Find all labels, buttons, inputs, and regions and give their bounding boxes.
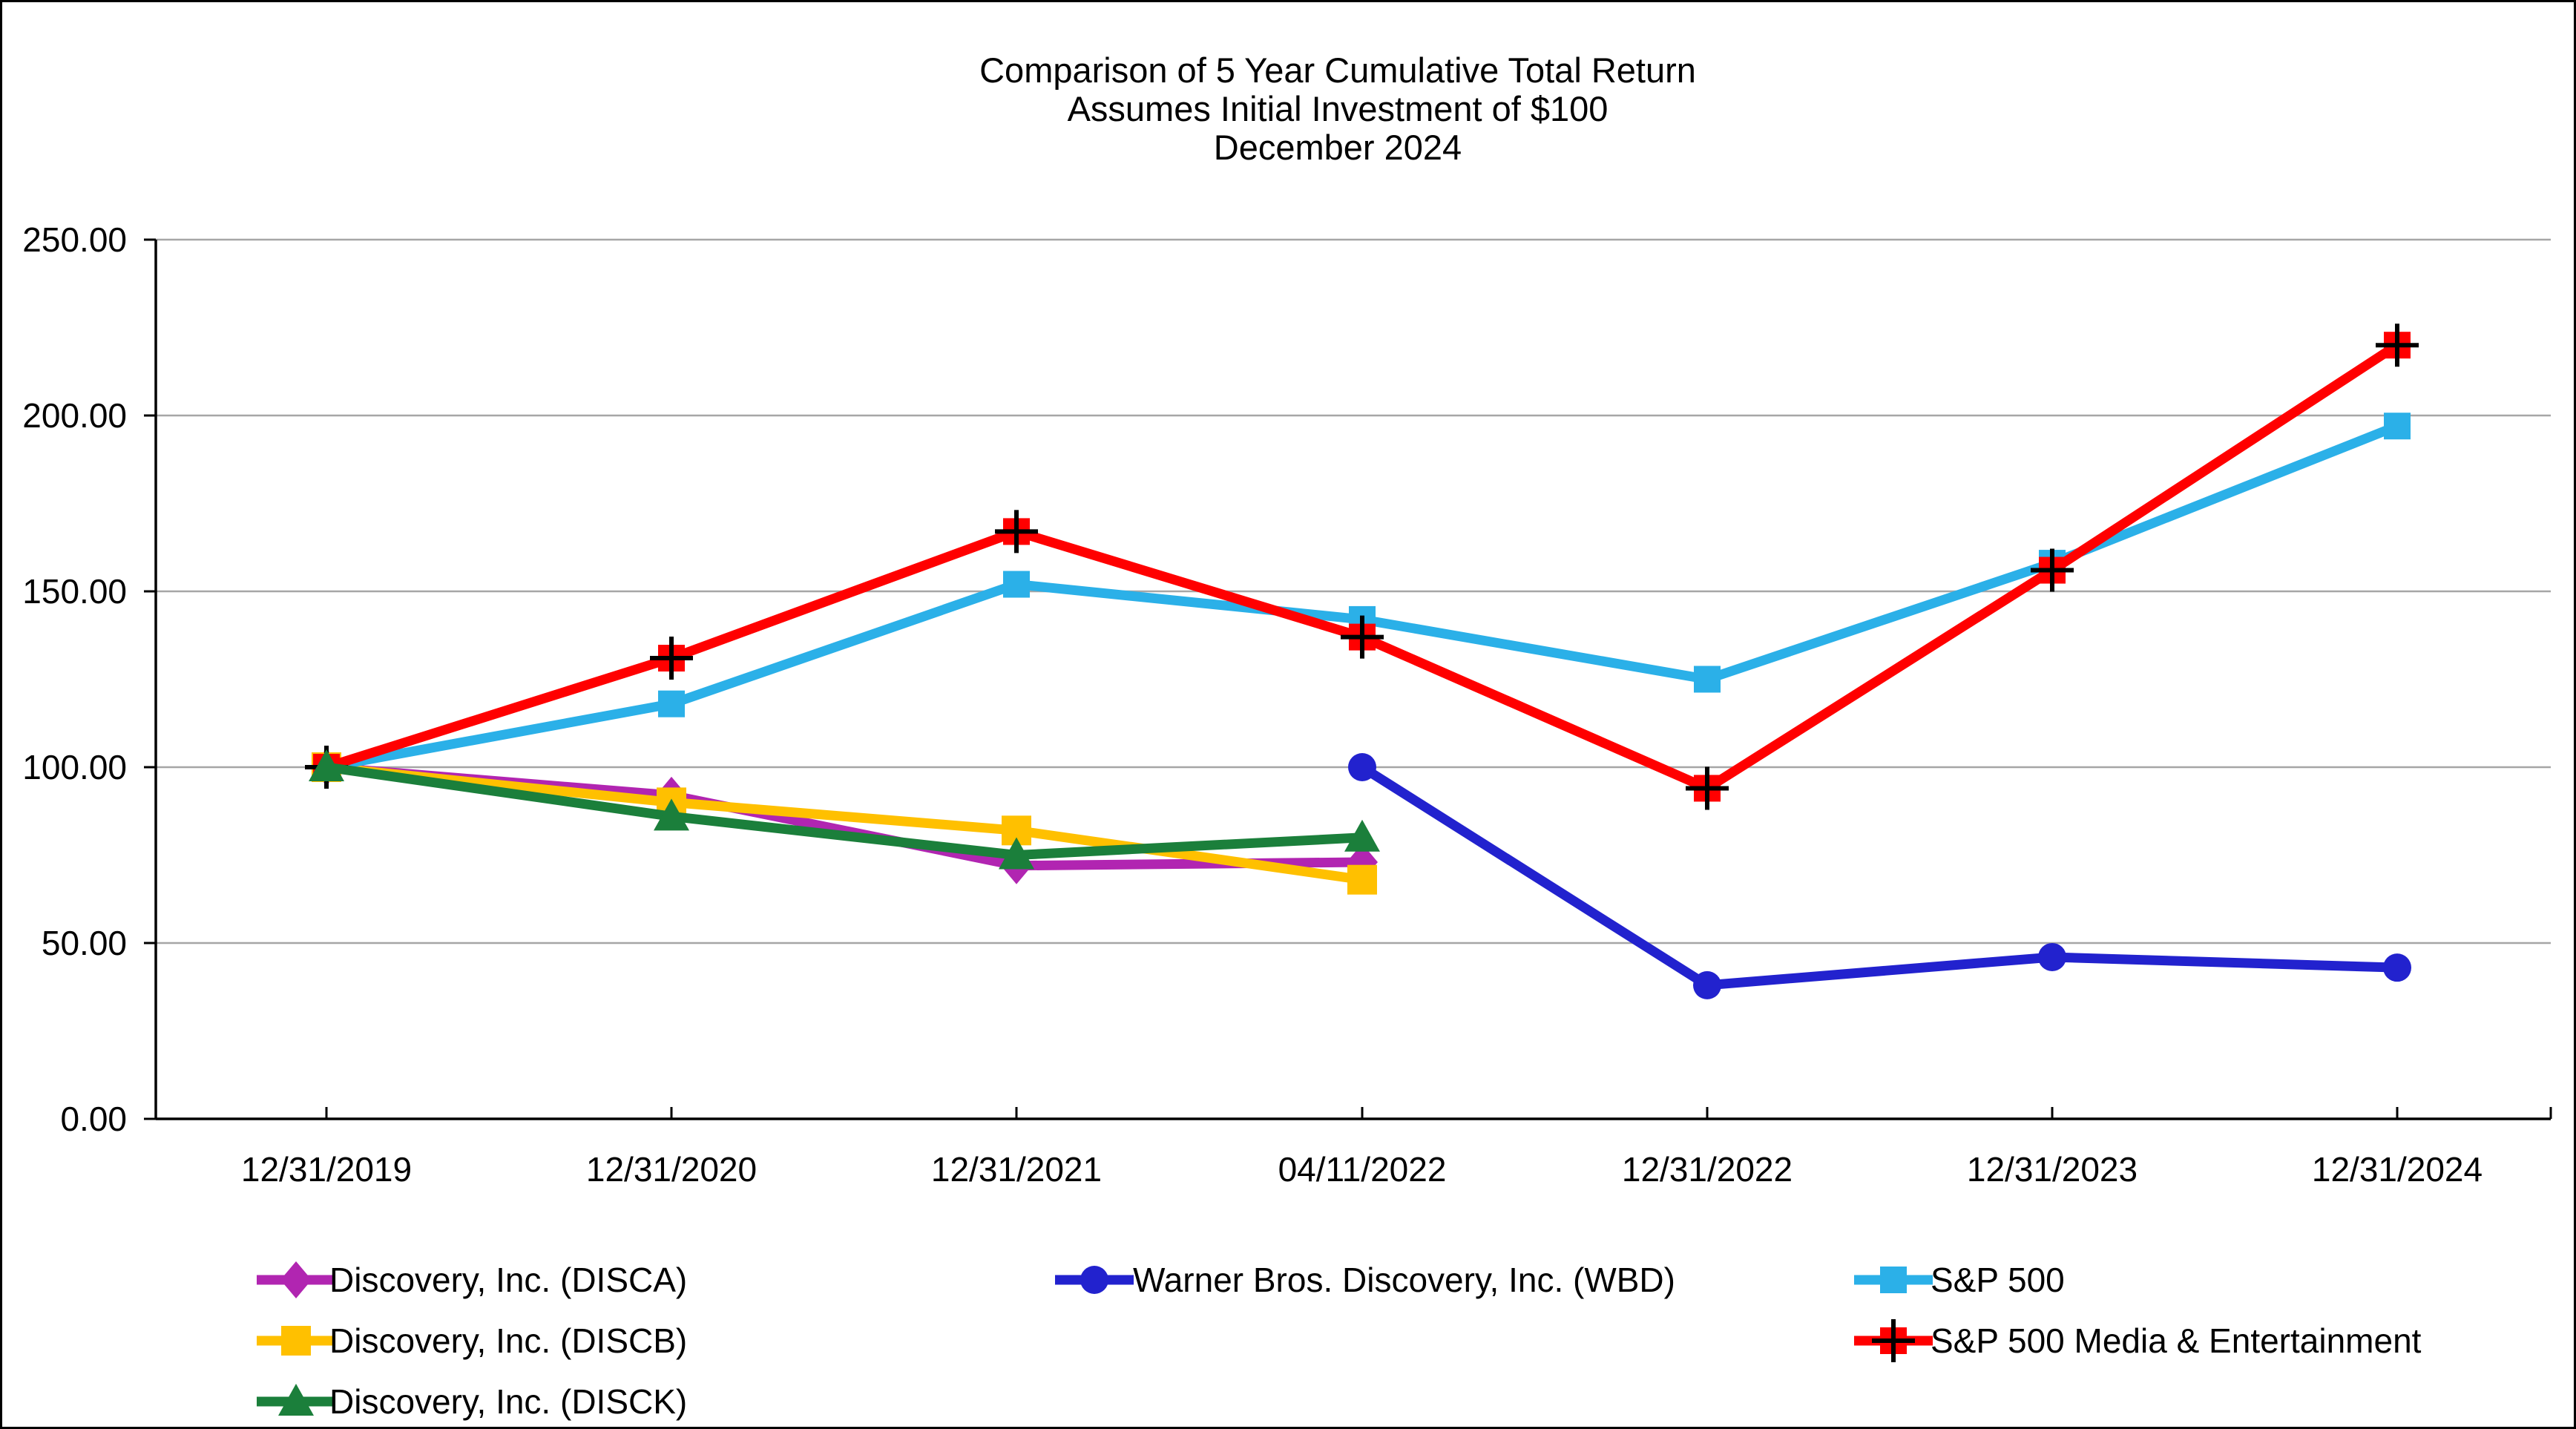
series-marker-5 [658, 690, 685, 717]
legend-marker-shape [1872, 1319, 1915, 1362]
x-axis-label: 12/31/2023 [1966, 1150, 2138, 1189]
legend-item-label: S&P 500 [1931, 1261, 2065, 1299]
series-line-3 [326, 762, 1363, 861]
chart-title-block: Comparison of 5 Year Cumulative Total Re… [124, 51, 2552, 167]
y-axis-label: 100.00 [22, 748, 127, 786]
series-marker-3 [999, 837, 1034, 870]
series-marker-4 [1348, 753, 1376, 781]
series-marker-4 [1693, 970, 1721, 999]
series-marker-4 [2038, 942, 2066, 971]
series-marker-6 [2031, 548, 2074, 592]
series-marker-6 [650, 637, 693, 680]
series-line-4 [1359, 763, 2398, 991]
legend-marker-icon [1854, 1319, 1933, 1362]
series-marker-6 [1686, 766, 1729, 810]
legend-item-label: S&P 500 Media & Entertainment [1931, 1321, 2422, 1360]
legend-marker-shape [280, 1261, 312, 1298]
series-line-2 [326, 762, 1363, 885]
x-axis-label: 12/31/2024 [2311, 1150, 2483, 1189]
series-marker-3 [654, 798, 689, 831]
series-marker-4 [2383, 953, 2411, 982]
legend-marker-icon [257, 1384, 335, 1416]
legend-item-label: Discovery, Inc. (DISCA) [329, 1261, 688, 1299]
y-axis-label: 50.00 [41, 924, 127, 962]
y-axis-label: 250.00 [22, 220, 127, 259]
legend-marker-shape [281, 1326, 311, 1356]
y-axis-label: 0.00 [60, 1100, 127, 1138]
series-marker-6 [1341, 615, 1384, 659]
legend-item-label: Discovery, Inc. (DISCK) [329, 1382, 688, 1421]
legend-marker-shape [1080, 1266, 1108, 1294]
series-marker-5 [1003, 571, 1030, 598]
legend-item-label: Warner Bros. Discovery, Inc. (WBD) [1133, 1261, 1675, 1299]
legend-marker-shape [1880, 1267, 1907, 1293]
series-marker-2 [1347, 864, 1377, 895]
series-marker-3 [309, 749, 344, 781]
legend-marker-icon [1055, 1266, 1134, 1294]
series-line-6 [325, 341, 2400, 794]
x-axis-label: 12/31/2019 [240, 1150, 413, 1189]
x-axis-label: 12/31/2020 [585, 1150, 758, 1189]
y-axis-label: 200.00 [22, 396, 127, 435]
x-axis-label: 12/31/2022 [1621, 1150, 1793, 1189]
chart-title: Comparison of 5 Year Cumulative Total Re… [979, 50, 1696, 90]
series-marker-3 [1344, 819, 1380, 852]
y-axis-label: 150.00 [22, 572, 127, 611]
legend-marker-icon [1854, 1267, 1933, 1293]
x-axis-label: 12/31/2021 [930, 1150, 1103, 1189]
legend-marker-icon [257, 1261, 335, 1298]
series-marker-5 [1694, 666, 1721, 693]
legend-item-label: Discovery, Inc. (DISCB) [329, 1321, 688, 1360]
chart-date-label: December 2024 [1213, 128, 1462, 167]
series-marker-6 [2376, 323, 2419, 367]
legend-marker-icon [257, 1326, 335, 1356]
chart-subtitle: Assumes Initial Investment of $100 [1067, 89, 1609, 128]
legend-marker-shape [278, 1384, 314, 1416]
series-marker-5 [2384, 413, 2411, 440]
series-line-5 [325, 421, 2399, 772]
x-axis-label: 04/11/2022 [1278, 1150, 1447, 1189]
series-marker-6 [995, 510, 1038, 553]
